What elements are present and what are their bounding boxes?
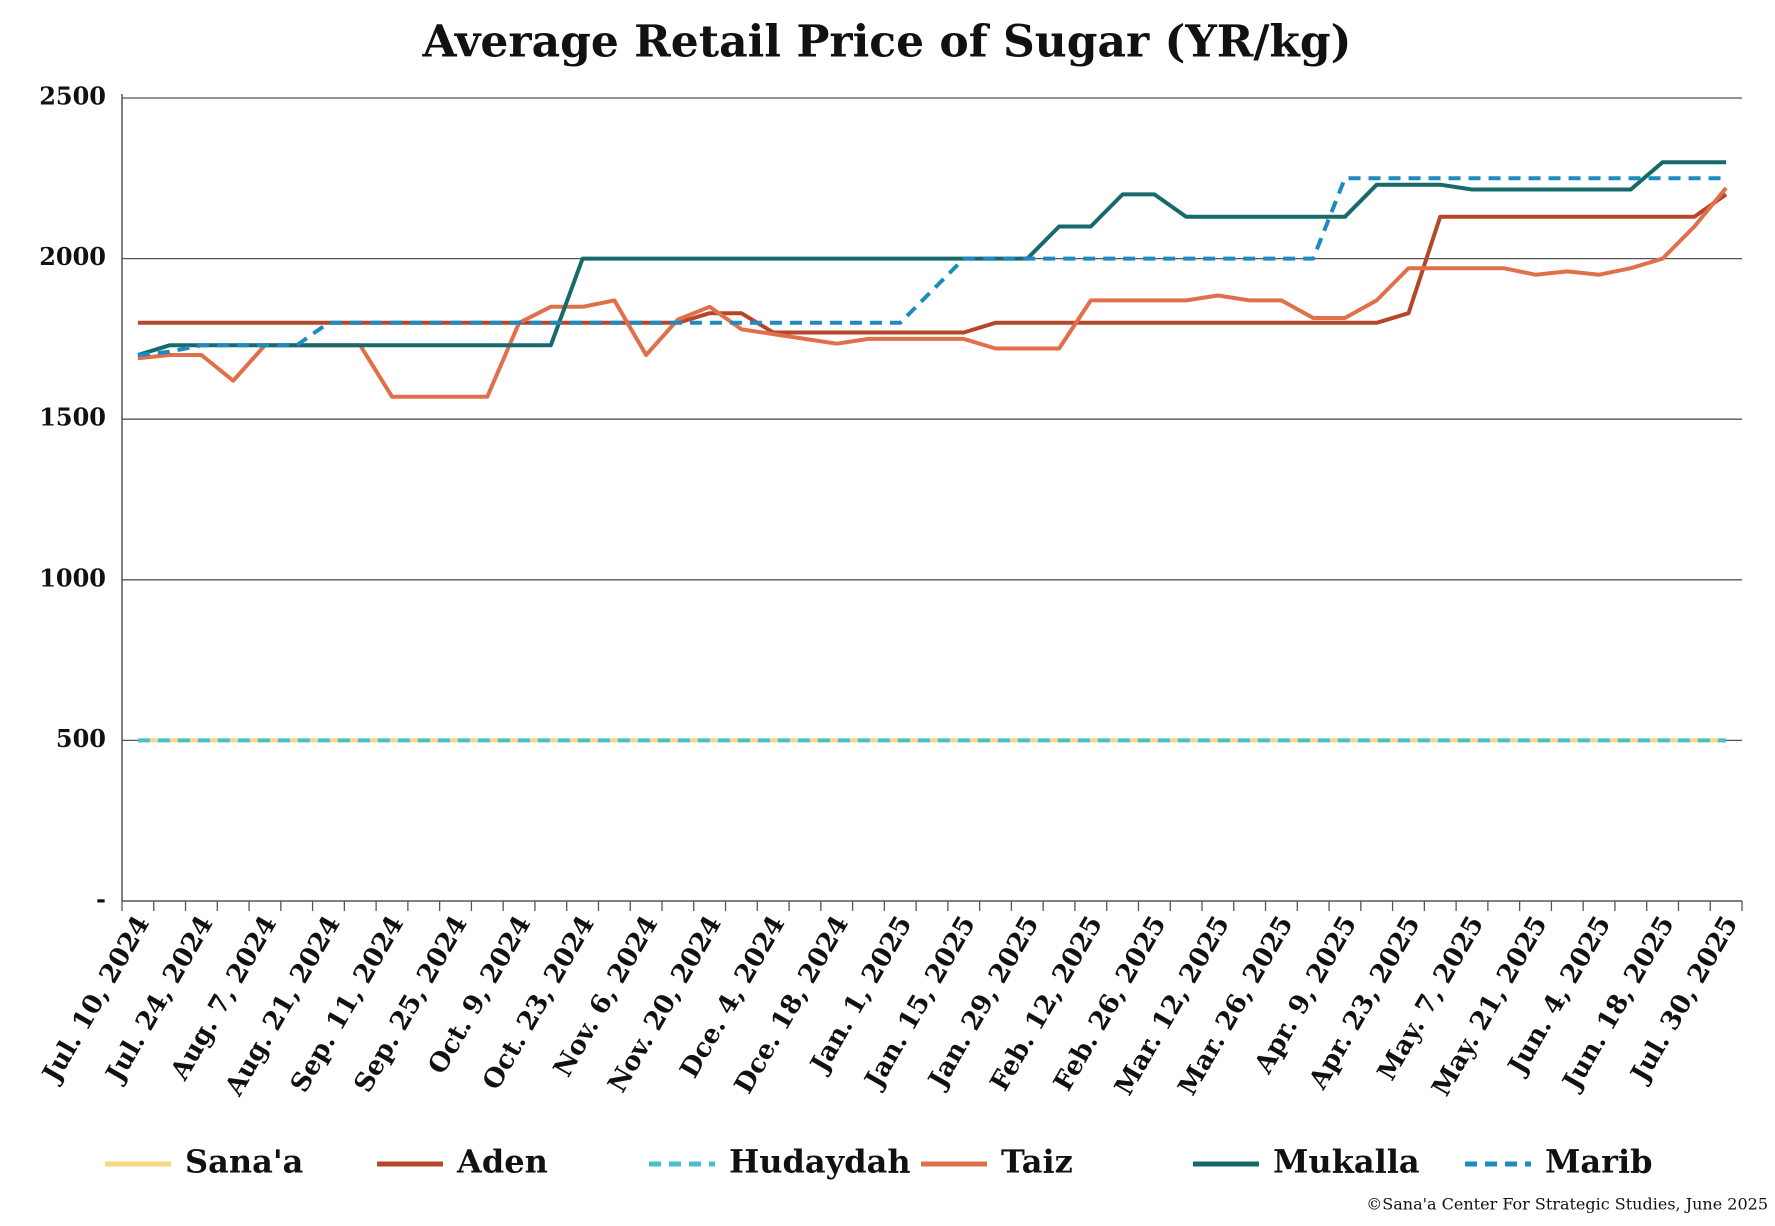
y-tick-label: 500 (56, 724, 106, 753)
legend-label: Hudaydah (729, 1143, 911, 1181)
legend-label: Sana'a (185, 1143, 303, 1181)
legend-label: Mukalla (1273, 1143, 1420, 1181)
y-tick-label: 1500 (39, 403, 106, 432)
y-tick-label: 2500 (39, 82, 106, 111)
series-line (137, 186, 1728, 399)
y-tick-label: 1000 (39, 563, 106, 592)
source-note: ©Sana'a Center For Strategic Studies, Ju… (1366, 1195, 1768, 1214)
y-tick-label: - (96, 885, 106, 914)
series-line (137, 192, 1728, 335)
legend-label: Aden (456, 1143, 548, 1181)
y-tick-label: 2000 (39, 242, 106, 271)
legend-label: Marib (1545, 1143, 1653, 1181)
legend-label: Taiz (1001, 1143, 1073, 1181)
series-line (137, 160, 1727, 357)
chart-title: Average Retail Price of Sugar (YR/kg) (422, 17, 1352, 68)
